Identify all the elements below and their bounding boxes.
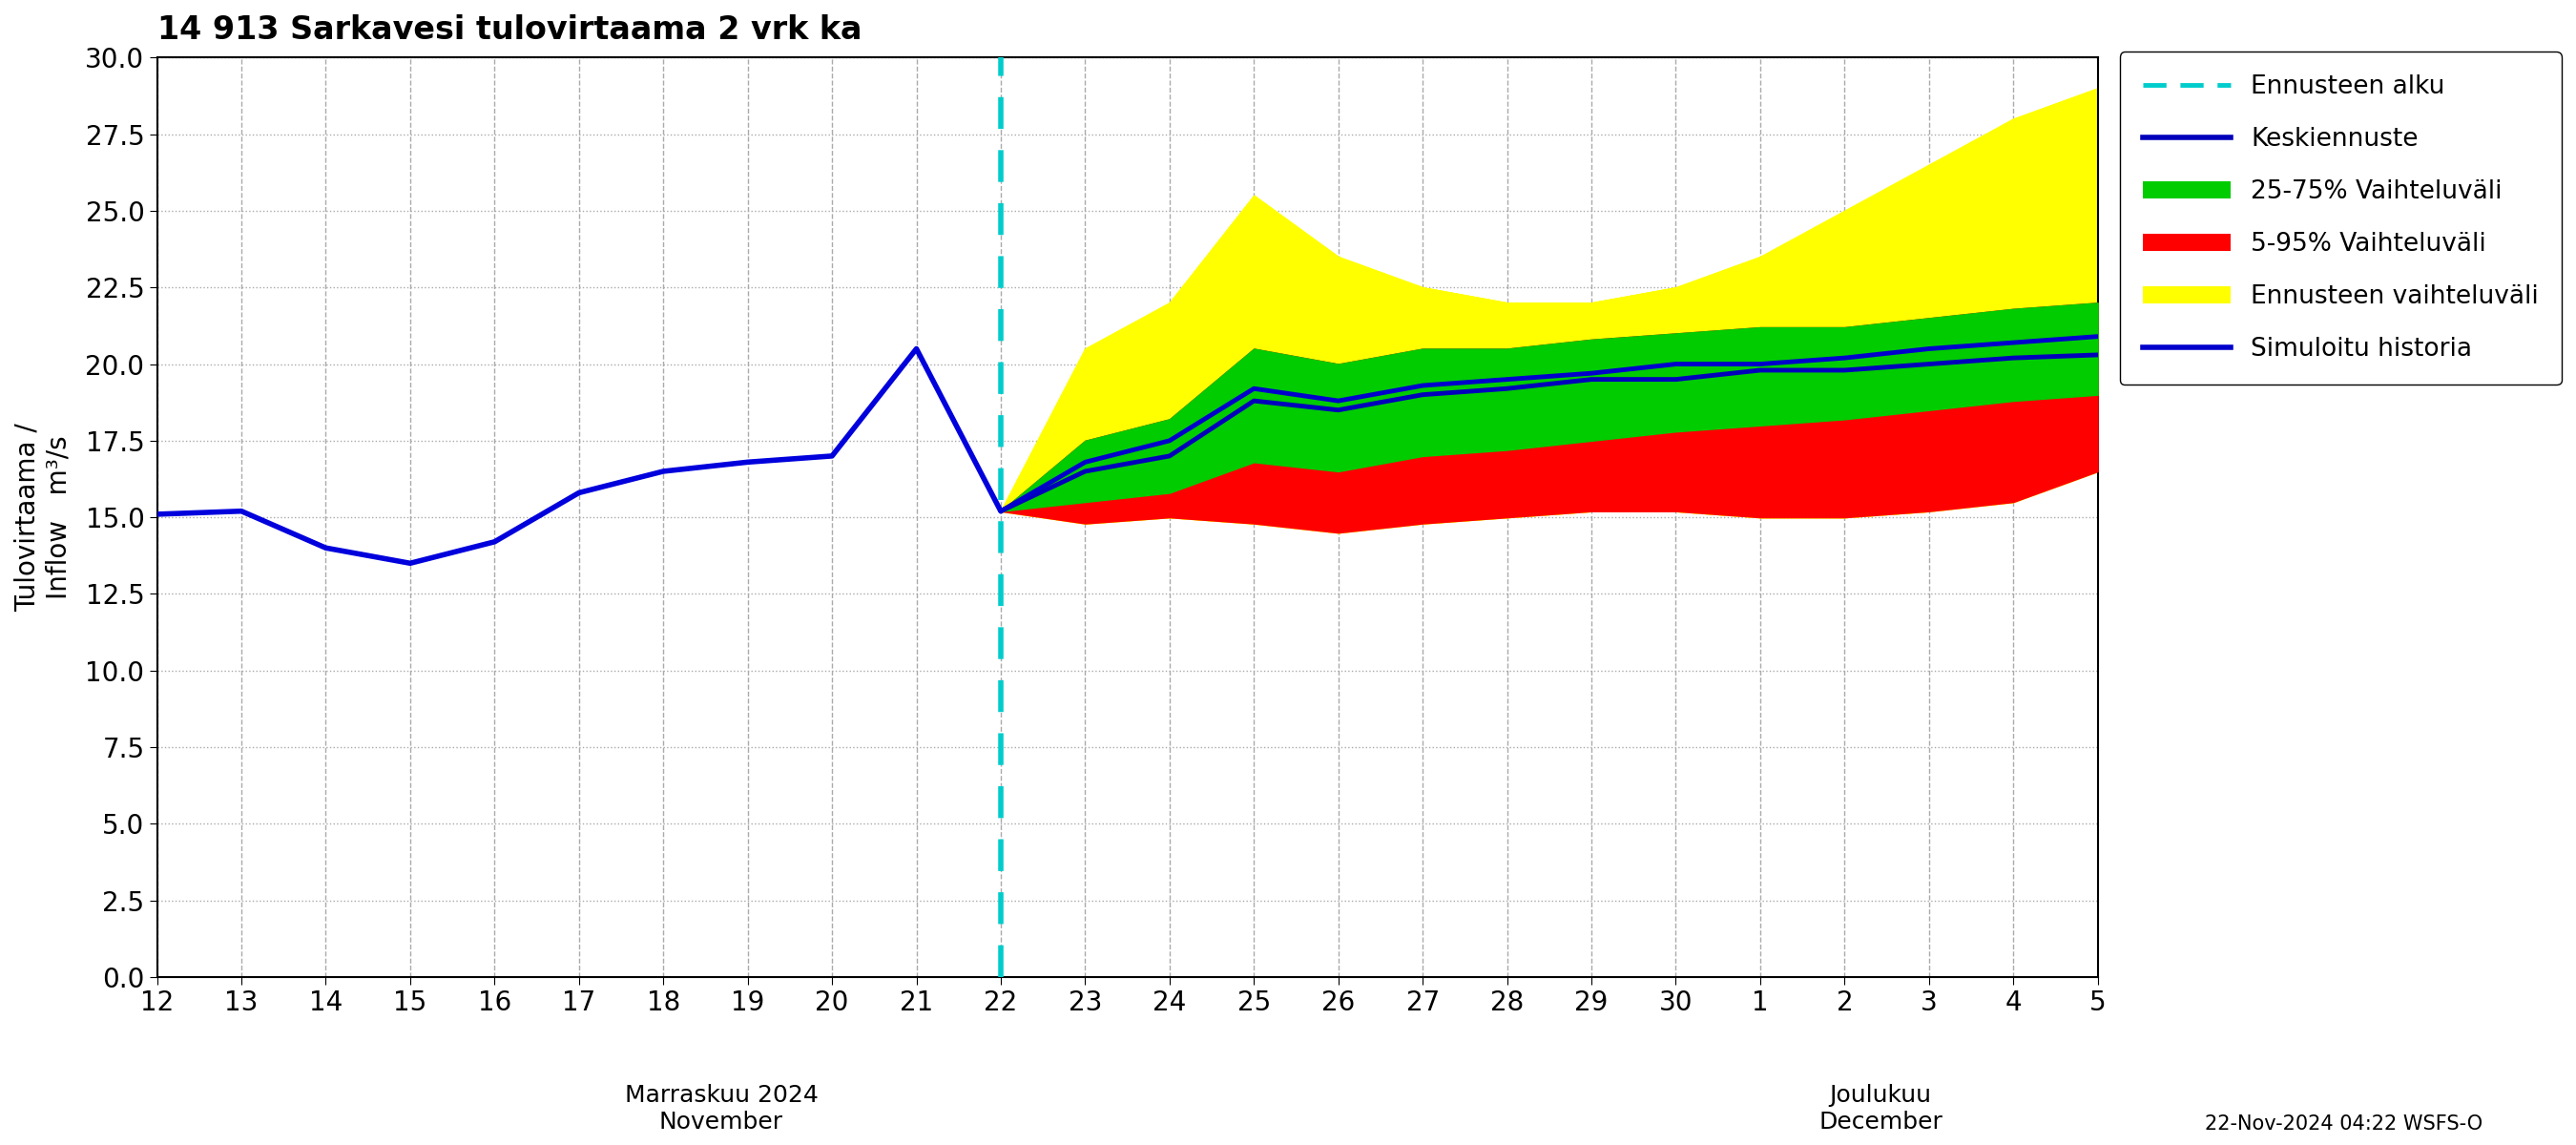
Text: 22-Nov-2024 04:22 WSFS-O: 22-Nov-2024 04:22 WSFS-O [2205, 1114, 2483, 1134]
Text: Joulukuu
December: Joulukuu December [1819, 1084, 1942, 1134]
Legend: Ennusteen alku, Keskiennuste, 25-75% Vaihteluväli, 5-95% Vaihteluväli, Ennusteen: Ennusteen alku, Keskiennuste, 25-75% Vai… [2120, 52, 2561, 385]
Text: 14 913 Sarkavesi tulovirtaama 2 vrk ka: 14 913 Sarkavesi tulovirtaama 2 vrk ka [157, 14, 860, 46]
Y-axis label: Tulovirtaama /
Inflow   m³/s: Tulovirtaama / Inflow m³/s [15, 423, 72, 611]
Text: Marraskuu 2024
November: Marraskuu 2024 November [623, 1084, 819, 1134]
